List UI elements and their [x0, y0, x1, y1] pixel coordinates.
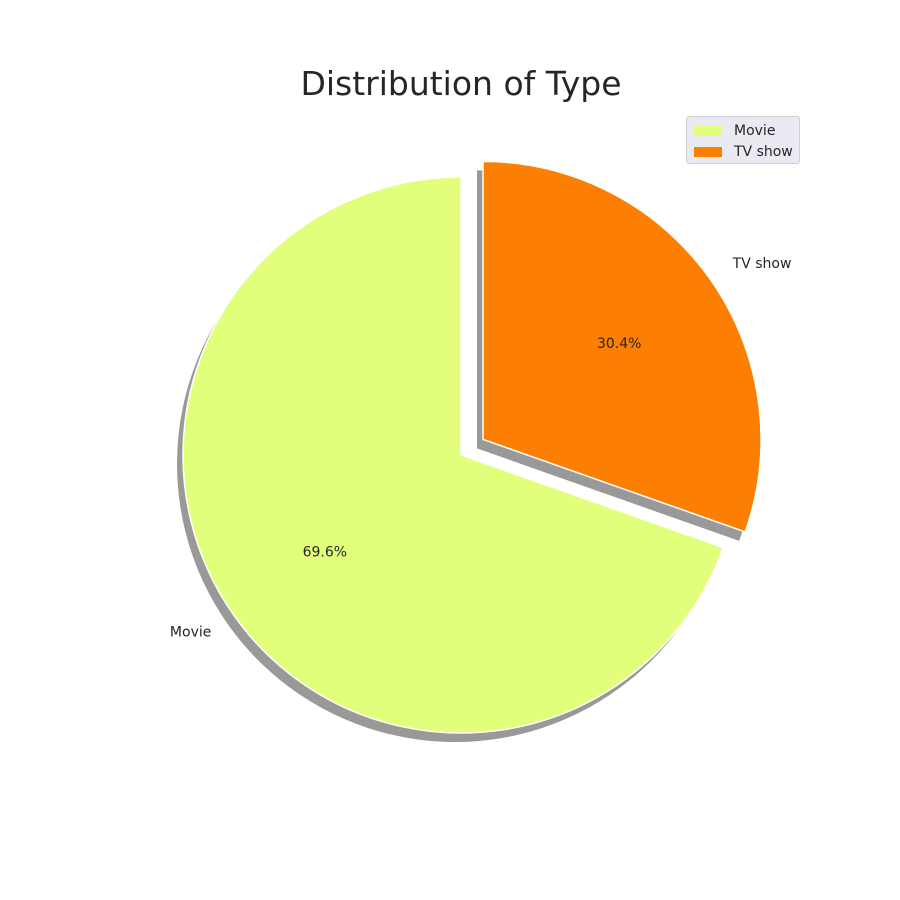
- legend-item-tv-show: TV show: [694, 143, 793, 161]
- legend-swatch-movie: [694, 126, 722, 136]
- slice-labels: 69.6% Movie 30.4% TV show: [170, 256, 792, 641]
- pie-slices: [182, 160, 762, 734]
- legend-label-tv-show: TV show: [734, 144, 793, 160]
- pie-slice-movie: [182, 176, 725, 734]
- percent-label-movie: 69.6%: [303, 544, 347, 560]
- category-label-tv-show: TV show: [732, 256, 792, 272]
- legend-swatch-tv-show: [694, 147, 722, 157]
- legend-item-movie: Movie: [694, 122, 775, 140]
- category-label-movie: Movie: [170, 625, 211, 641]
- chart-title: Distribution of Type: [300, 64, 622, 103]
- percent-label-tv-show: 30.4%: [597, 336, 641, 352]
- pie-slice-tv-show: [482, 160, 762, 533]
- legend-label-movie: Movie: [734, 123, 776, 139]
- chart-legend: Movie TV show: [686, 116, 800, 164]
